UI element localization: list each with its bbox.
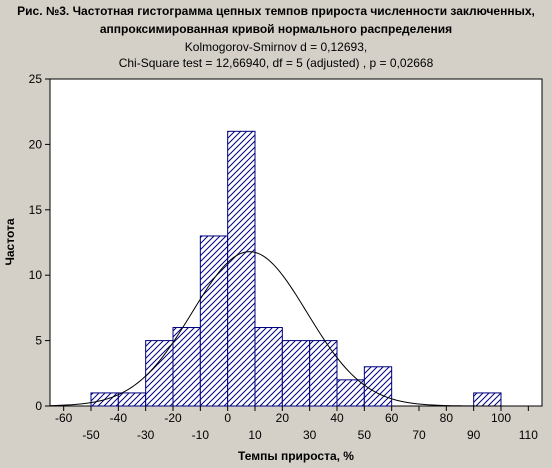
x-tick-label: 110 — [519, 428, 538, 442]
histogram-bar — [199, 235, 229, 407]
x-tick-label: 80 — [440, 411, 454, 425]
histogram-bar — [227, 130, 256, 407]
x-tick-label: -30 — [137, 428, 155, 442]
histogram-bar — [145, 340, 174, 407]
histogram-bar — [363, 366, 393, 407]
x-tick-label: 40 — [330, 411, 344, 425]
y-axis-label: Частота — [3, 218, 17, 265]
y-axis: 0 5 10 15 20 25 — [29, 72, 50, 413]
y-tick-label: 10 — [29, 268, 43, 282]
x-tick-label: -50 — [82, 428, 100, 442]
x-tick-label: 90 — [467, 428, 481, 442]
normal-curve — [49, 251, 542, 407]
histogram-bar — [336, 379, 365, 407]
histogram-bar — [172, 327, 201, 407]
x-tick-label: 70 — [412, 428, 426, 442]
y-tick-label: 25 — [29, 72, 43, 86]
x-tick-label: -60 — [55, 411, 73, 425]
x-axis-label: Темпы прироста, % — [238, 449, 354, 463]
x-tick-label: 30 — [303, 428, 317, 442]
x-tick-label: 50 — [358, 428, 372, 442]
histogram-bar — [309, 340, 338, 407]
chart-title: Рис. №3. Частотная гистограмма цепных те… — [17, 4, 535, 18]
y-tick-label: 20 — [29, 137, 43, 151]
ks-statistic-text: Kolmogorov-Smirnov d = 0,12693, — [184, 40, 368, 54]
y-tick-label: 0 — [35, 399, 42, 413]
x-tick-label: 100 — [491, 411, 511, 425]
x-tick-label: -10 — [192, 428, 210, 442]
x-axis: -60 -40 -20 0 20 40 60 80 100 -50 -30 -10 10 30 50 70 90… — [55, 406, 538, 442]
x-tick-label: 0 — [224, 411, 231, 425]
histogram-bar — [117, 392, 147, 407]
y-tick-label: 15 — [29, 203, 43, 217]
chi-square-text: Chi-Square test = 12,66940, df = 5 (adju… — [118, 56, 434, 70]
y-tick-label: 5 — [35, 334, 42, 348]
histogram-bar — [254, 327, 283, 407]
chart-title-line2: аппроксимированная кривой нормального ра… — [99, 22, 453, 36]
x-tick-label: -40 — [110, 411, 128, 425]
x-tick-label: 20 — [276, 411, 290, 425]
x-tick-label: -20 — [164, 411, 182, 425]
histogram-bar — [281, 340, 311, 407]
histogram-bar — [473, 392, 502, 407]
x-tick-label: 60 — [385, 411, 399, 425]
x-tick-label: 10 — [248, 428, 262, 442]
